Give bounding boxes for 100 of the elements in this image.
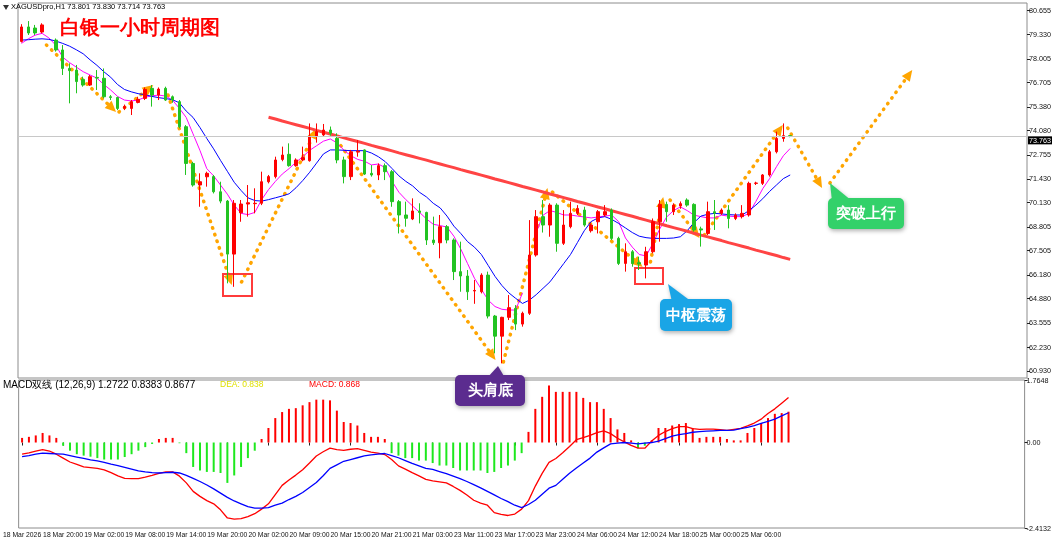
candlestick bbox=[308, 122, 311, 163]
text: 白银一小时周期图 bbox=[60, 16, 220, 38]
candlestick bbox=[356, 139, 360, 158]
candlestick bbox=[637, 256, 641, 271]
candlestick bbox=[576, 204, 579, 216]
bar bbox=[294, 408, 297, 443]
candlestick bbox=[219, 181, 222, 204]
bar bbox=[322, 399, 325, 443]
bar bbox=[329, 400, 332, 443]
bar bbox=[397, 442, 400, 456]
candlestick bbox=[555, 202, 559, 253]
chart-title: MACD双线 (12,26,9) 1.2722 0.8383 0.8677 bbox=[3, 378, 196, 390]
bar bbox=[773, 413, 776, 443]
candlestick bbox=[699, 226, 703, 248]
bar bbox=[103, 442, 106, 460]
bar bbox=[41, 432, 44, 443]
candlestick bbox=[438, 214, 442, 259]
candlestick bbox=[534, 209, 538, 258]
bar bbox=[417, 442, 420, 461]
bar bbox=[110, 442, 113, 460]
candlestick bbox=[528, 219, 531, 316]
bar bbox=[171, 437, 174, 443]
candlestick bbox=[610, 207, 613, 241]
bar bbox=[267, 427, 270, 443]
candlestick bbox=[322, 123, 325, 138]
candlestick bbox=[541, 199, 545, 234]
candlestick bbox=[548, 202, 552, 238]
candlestick bbox=[418, 202, 421, 224]
candlestick bbox=[514, 304, 517, 331]
candlestick bbox=[20, 23, 23, 43]
bar bbox=[465, 442, 468, 471]
bar bbox=[424, 442, 427, 461]
bar bbox=[739, 440, 742, 443]
bar bbox=[520, 442, 523, 454]
candlestick bbox=[425, 211, 428, 246]
bar bbox=[335, 410, 338, 443]
bar bbox=[233, 442, 236, 476]
bar bbox=[541, 396, 544, 443]
candlestick bbox=[521, 311, 524, 328]
candlestick bbox=[95, 69, 99, 91]
candlestick bbox=[40, 22, 44, 34]
candlestick bbox=[713, 199, 716, 231]
bar bbox=[431, 442, 434, 464]
bar bbox=[595, 402, 598, 443]
candlestick bbox=[61, 44, 64, 76]
candlestick bbox=[390, 169, 394, 208]
bar bbox=[506, 442, 509, 466]
candlestick bbox=[617, 236, 620, 266]
candlestick bbox=[75, 64, 78, 94]
candlestick bbox=[239, 199, 243, 223]
bar bbox=[548, 385, 551, 443]
bar bbox=[746, 432, 749, 443]
candlestick bbox=[754, 181, 758, 186]
bar bbox=[684, 423, 687, 443]
candlestick bbox=[54, 37, 58, 53]
candlestick bbox=[397, 199, 401, 234]
candlestick bbox=[672, 202, 675, 216]
candlestick bbox=[109, 94, 112, 101]
bar bbox=[240, 442, 243, 467]
annotation: 头肩底 bbox=[455, 375, 526, 406]
bar bbox=[192, 442, 195, 467]
bar bbox=[308, 402, 311, 443]
candlestick bbox=[81, 76, 85, 88]
candlestick bbox=[747, 181, 751, 218]
candlestick bbox=[562, 209, 565, 246]
candlestick bbox=[603, 204, 607, 218]
candlestick bbox=[665, 201, 668, 223]
candlestick bbox=[164, 86, 167, 102]
bar bbox=[554, 391, 557, 443]
annotation: 中枢震荡 bbox=[660, 299, 733, 331]
bar bbox=[226, 442, 229, 483]
bar bbox=[732, 440, 735, 443]
bar bbox=[342, 421, 345, 443]
bar bbox=[472, 442, 475, 471]
bar bbox=[301, 405, 304, 443]
bar bbox=[260, 438, 263, 443]
bar bbox=[287, 408, 290, 443]
candlestick bbox=[342, 156, 346, 184]
bar bbox=[376, 436, 379, 443]
bar bbox=[479, 442, 482, 471]
bar bbox=[55, 437, 58, 443]
bar bbox=[609, 418, 612, 443]
candlestick bbox=[480, 272, 483, 294]
candlestick bbox=[349, 149, 353, 181]
candlestick bbox=[624, 242, 627, 273]
candlestick bbox=[253, 187, 257, 214]
candlestick bbox=[583, 206, 586, 228]
bar bbox=[253, 442, 256, 451]
bar bbox=[82, 442, 85, 456]
candlestick bbox=[651, 217, 655, 254]
candlestick bbox=[212, 174, 215, 194]
bar bbox=[219, 442, 222, 473]
candlestick bbox=[184, 124, 188, 176]
bar bbox=[89, 442, 92, 457]
bar bbox=[404, 442, 407, 459]
candlestick bbox=[658, 199, 662, 243]
bar bbox=[123, 442, 126, 458]
candlestick bbox=[404, 201, 408, 228]
candlestick bbox=[191, 161, 195, 188]
bar bbox=[705, 436, 708, 443]
